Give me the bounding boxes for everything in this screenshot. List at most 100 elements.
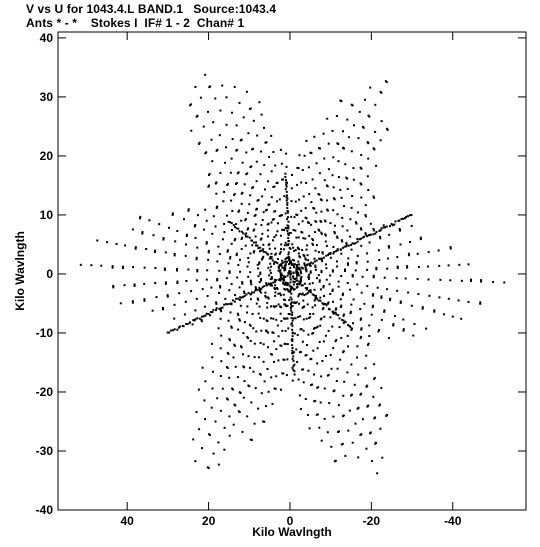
- uv-point: [291, 340, 294, 343]
- uv-point: [255, 302, 258, 305]
- uv-point: [383, 276, 386, 279]
- uv-point: [348, 409, 351, 412]
- uv-point: [256, 244, 259, 247]
- uv-point: [400, 217, 403, 220]
- uv-point: [233, 300, 236, 303]
- uv-point: [310, 223, 313, 226]
- uv-point: [297, 167, 300, 170]
- uv-point: [296, 183, 299, 186]
- uv-point: [238, 230, 241, 233]
- uv-point: [382, 224, 385, 227]
- uv-point: [321, 252, 324, 255]
- uv-point: [238, 319, 241, 322]
- uv-point: [249, 281, 252, 284]
- uv-point: [356, 283, 359, 286]
- uv-point: [292, 258, 294, 261]
- uv-point: [186, 233, 188, 236]
- uv-point: [214, 97, 217, 100]
- uv-point: [292, 288, 295, 291]
- uv-point: [303, 262, 306, 265]
- uv-point: [270, 282, 273, 285]
- uv-point: [257, 275, 260, 278]
- uv-point: [332, 246, 335, 248]
- uv-point: [322, 256, 325, 259]
- uv-point: [252, 229, 255, 232]
- uv-point: [111, 266, 114, 269]
- uv-point: [331, 129, 334, 132]
- uv-point: [325, 267, 328, 270]
- uv-point: [233, 239, 236, 242]
- uv-point: [148, 219, 151, 222]
- uv-point: [386, 257, 389, 260]
- uv-point: [225, 303, 228, 306]
- uv-point: [280, 306, 283, 309]
- uv-point: [316, 413, 319, 416]
- uv-point: [240, 296, 243, 299]
- uv-point: [281, 178, 284, 181]
- uv-point: [360, 183, 363, 186]
- uv-point: [243, 380, 246, 383]
- uv-point: [352, 298, 355, 301]
- uv-point: [357, 456, 360, 459]
- uv-point: [340, 337, 343, 339]
- uv-point: [427, 265, 430, 268]
- uv-point: [214, 225, 217, 228]
- uv-point: [312, 262, 315, 265]
- uv-point: [349, 310, 352, 313]
- uv-point: [176, 280, 179, 283]
- uv-point: [166, 331, 169, 334]
- uv-point: [366, 252, 369, 255]
- uv-point: [314, 266, 317, 269]
- uv-point: [329, 274, 332, 277]
- uv-point: [335, 380, 338, 382]
- uv-point: [238, 411, 241, 413]
- uv-point: [225, 214, 228, 217]
- uv-point: [336, 142, 339, 145]
- uv-point: [367, 114, 370, 117]
- uv-point: [345, 245, 348, 248]
- uv-point: [392, 323, 395, 326]
- uv-point: [321, 308, 324, 311]
- uv-point: [194, 86, 197, 88]
- uv-point: [344, 321, 347, 324]
- uv-point: [344, 454, 347, 457]
- uv-point: [305, 317, 308, 320]
- uv-point: [323, 387, 326, 390]
- uv-point: [306, 287, 309, 289]
- uv-point: [256, 288, 259, 291]
- axis-ticks: 40 20 0 -20 -40 40 30 20 10 0 -10 -20 -30 -40: [36, 31, 526, 528]
- uv-point: [255, 160, 258, 163]
- uv-point: [212, 215, 215, 218]
- uv-point: [243, 292, 246, 295]
- uv-point: [278, 198, 281, 201]
- uv-point: [272, 331, 275, 334]
- uv-point: [332, 156, 335, 159]
- uv-point: [364, 232, 367, 235]
- uv-point: [276, 262, 279, 265]
- uv-point: [325, 278, 328, 281]
- uv-point: [151, 309, 154, 312]
- uv-point: [289, 267, 292, 269]
- uv-point: [225, 277, 228, 280]
- uv-point: [301, 169, 304, 172]
- uv-point: [342, 319, 345, 322]
- uv-point: [221, 387, 224, 390]
- uv-point: [318, 280, 321, 283]
- x-tick-label: 20: [202, 514, 216, 528]
- uv-point: [284, 241, 287, 244]
- uv-point: [282, 267, 285, 269]
- uv-point: [270, 265, 273, 268]
- uv-point: [255, 330, 258, 333]
- uv-point: [301, 249, 304, 251]
- uv-point: [273, 236, 276, 239]
- uv-point: [361, 418, 364, 421]
- uv-point: [328, 308, 331, 311]
- uv-point: [194, 460, 197, 463]
- uv-point: [286, 284, 289, 287]
- uv-point: [288, 232, 291, 234]
- uv-point: [248, 323, 251, 326]
- uv-point: [210, 286, 213, 289]
- uv-point: [311, 293, 314, 296]
- uv-point: [288, 299, 291, 302]
- uv-point: [300, 328, 303, 331]
